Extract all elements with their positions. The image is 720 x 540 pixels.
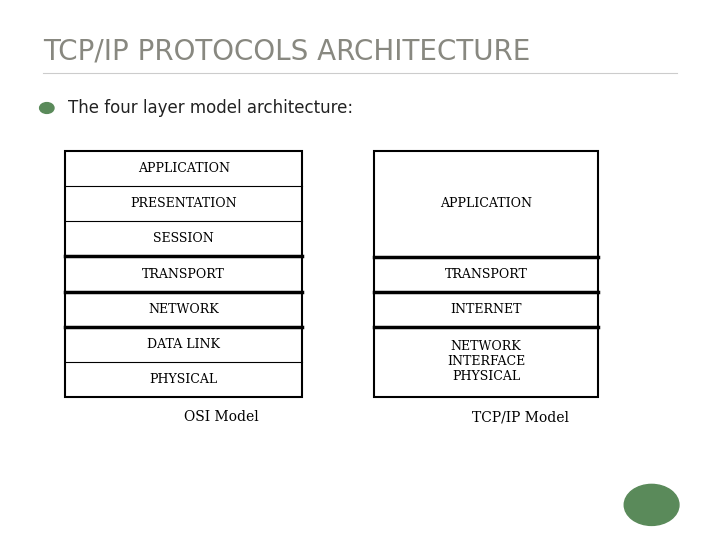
- Text: OSI Model: OSI Model: [184, 410, 258, 424]
- Circle shape: [40, 103, 54, 113]
- Bar: [65, 151, 302, 397]
- Text: INTERNET: INTERNET: [450, 302, 522, 316]
- Text: APPLICATION: APPLICATION: [138, 162, 230, 176]
- Bar: [374, 151, 598, 397]
- Text: PRESENTATION: PRESENTATION: [130, 197, 237, 211]
- Text: TCP/IP Model: TCP/IP Model: [472, 410, 569, 424]
- Text: NETWORK: NETWORK: [148, 302, 219, 316]
- Bar: [65, 151, 302, 397]
- Text: DATA LINK: DATA LINK: [147, 338, 220, 351]
- Text: PHYSICAL: PHYSICAL: [150, 373, 217, 386]
- Circle shape: [624, 484, 679, 525]
- Text: SESSION: SESSION: [153, 232, 214, 246]
- Bar: [374, 151, 598, 397]
- Text: TRANSPORT: TRANSPORT: [444, 267, 528, 281]
- Text: NETWORK
INTERFACE
PHYSICAL: NETWORK INTERFACE PHYSICAL: [447, 340, 525, 383]
- Text: TRANSPORT: TRANSPORT: [142, 267, 225, 281]
- Text: The four layer model architecture:: The four layer model architecture:: [68, 99, 354, 117]
- Text: TCP/IP PROTOCOLS ARCHITECTURE: TCP/IP PROTOCOLS ARCHITECTURE: [43, 38, 531, 66]
- Text: APPLICATION: APPLICATION: [440, 197, 532, 211]
